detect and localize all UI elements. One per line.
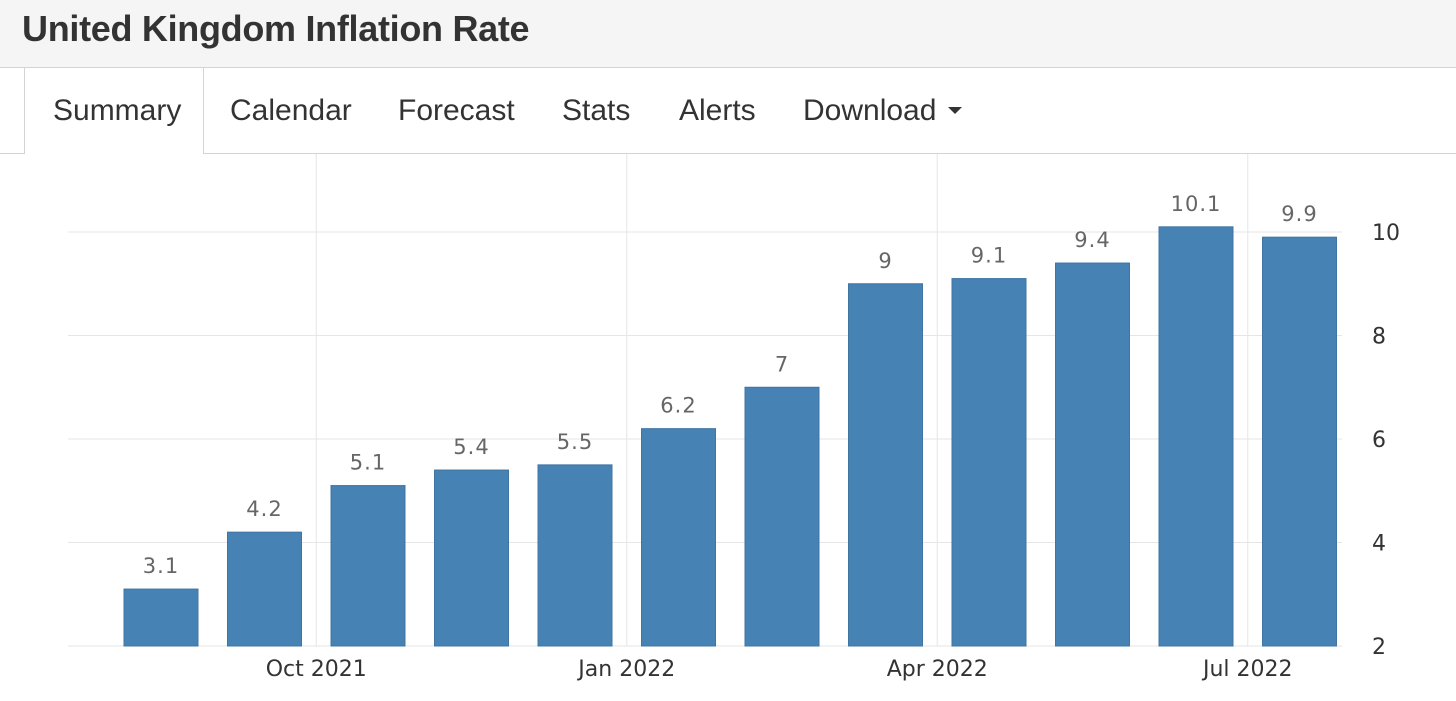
bar-value-label: 9.9: [1281, 202, 1317, 226]
tab-download-label: Download: [803, 94, 937, 127]
y-tick-label: 2: [1372, 635, 1386, 660]
bar-value-label: 3.1: [143, 554, 179, 578]
bar: [330, 485, 406, 647]
x-tick-label: Oct 2021: [266, 657, 367, 682]
tab-download[interactable]: Download: [803, 68, 963, 153]
bar: [434, 469, 509, 647]
bar: [744, 386, 820, 647]
bar-value-label: 6.2: [660, 394, 696, 418]
tab-stats[interactable]: Stats: [562, 94, 631, 127]
bar: [641, 428, 716, 647]
inflation-bar-chart: 3.1 4.2 5.1 5.4 5.5 6.2 7 9 9.1 9.4 10.1 9.9 2 4 6 8 10…: [68, 154, 1400, 682]
tab-alerts[interactable]: Alerts: [679, 94, 756, 127]
axis-layer: 2 4 6 8 10 Oct 2021 Jan 2022 Apr 2022 Jul 2022: [266, 221, 1400, 682]
tab-forecast[interactable]: Forecast: [398, 94, 515, 127]
tab-calendar[interactable]: Calendar: [230, 94, 352, 127]
bar: [1158, 226, 1234, 647]
tab-bar: Summary Calendar Forecast Stats Alerts D…: [0, 68, 1456, 154]
x-tick-label: Jan 2022: [576, 657, 675, 682]
bar: [537, 464, 613, 647]
value-label-layer: 3.1 4.2 5.1 5.4 5.5 6.2 7 9 9.1 9.4 10.1 9.9: [143, 192, 1317, 578]
title-bar: United Kingdom Inflation Rate: [0, 0, 1456, 68]
bar: [1262, 236, 1337, 647]
y-tick-label: 8: [1372, 325, 1386, 350]
bar: [227, 531, 302, 647]
bar-layer: [123, 226, 1337, 647]
bar-value-label: 5.4: [453, 435, 489, 459]
bar-value-label: 4.2: [246, 497, 282, 521]
bar-value-label: 9.4: [1074, 228, 1110, 252]
bar: [848, 283, 923, 647]
y-tick-label: 10: [1372, 221, 1400, 246]
y-tick-label: 6: [1372, 428, 1386, 453]
chevron-down-icon: [948, 107, 963, 115]
bar-value-label: 5.1: [350, 451, 386, 475]
bar-value-label: 9.1: [971, 244, 1007, 268]
x-tick-label: Jul 2022: [1201, 657, 1293, 682]
bar: [951, 278, 1027, 647]
x-tick-label: Apr 2022: [887, 657, 988, 682]
bar-value-label: 9: [878, 249, 892, 273]
bar: [123, 588, 199, 647]
bar: [1055, 262, 1130, 647]
y-tick-label: 4: [1372, 532, 1386, 557]
bar-value-label: 10.1: [1171, 192, 1222, 216]
bar-value-label: 7: [775, 352, 789, 376]
bar-value-label: 5.5: [557, 430, 593, 454]
tab-summary[interactable]: Summary: [24, 68, 205, 154]
page-title: United Kingdom Inflation Rate: [22, 8, 530, 49]
